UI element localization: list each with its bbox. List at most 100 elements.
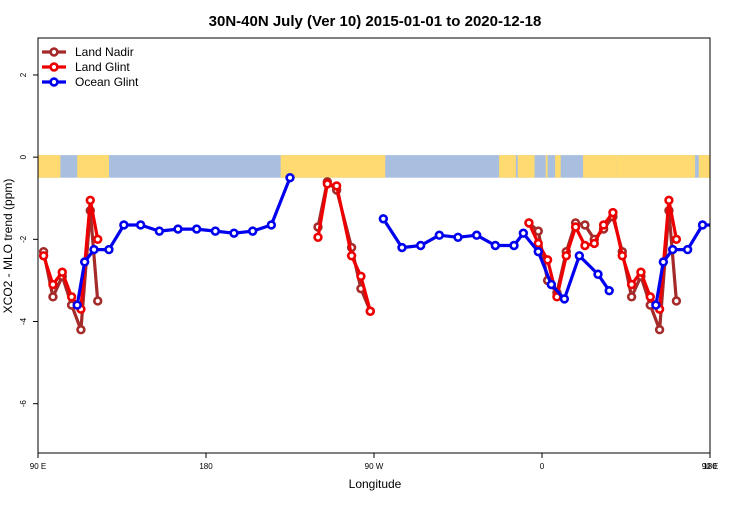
land-glint-line [316, 182, 372, 312]
ocean-glint-point [79, 257, 90, 267]
ocean-glint-point [453, 232, 463, 242]
land-nadir-point [76, 325, 86, 335]
land-glint-point [580, 240, 590, 251]
x-tick-label: 0 [540, 462, 545, 471]
ocean-glint-point [490, 240, 501, 251]
legend-marker [49, 77, 59, 87]
land-glint-line [527, 198, 678, 311]
ocean-glint-point [415, 240, 426, 251]
ocean-glint-point [173, 224, 183, 234]
ocean-glint-point [658, 257, 669, 267]
ocean-glint-point [509, 240, 519, 251]
band-land [38, 155, 61, 178]
ocean-glint-point [667, 244, 678, 255]
plot-frame [37, 37, 711, 454]
ocean-glint-point [574, 251, 585, 261]
band-land [280, 155, 292, 178]
ocean-glint-point [135, 220, 146, 230]
land-glint-point [57, 267, 67, 277]
ocean-glint-point [89, 244, 99, 255]
land-glint-point [570, 222, 581, 232]
ocean-glint-point [546, 279, 557, 290]
land-nadir-line [42, 209, 100, 332]
y-tick-label: -4 [19, 317, 28, 325]
ocean-glint-point [191, 224, 202, 234]
land-nadir-point [654, 325, 665, 335]
land-glint-point [671, 234, 682, 245]
y-tick-label: -6 [19, 400, 28, 408]
x-tick-label: 180 [703, 462, 717, 471]
ocean-glint-point [210, 226, 221, 236]
band-land [499, 155, 516, 178]
land-glint-point [66, 292, 77, 302]
ocean-glint-point [533, 246, 543, 257]
band-land [698, 155, 710, 178]
ocean-glint-point [593, 269, 603, 279]
band-land [583, 155, 617, 178]
y-axis-label: XCO2 - MLO trend (ppm) [1, 179, 15, 314]
land-nadir-point [580, 220, 590, 230]
x-tick-label: 90 E [702, 462, 718, 471]
ocean-glint-point [397, 242, 407, 253]
series-land-glint [38, 179, 682, 316]
land-glint-point [598, 220, 609, 230]
land-glint-point [313, 232, 323, 242]
band-land [517, 155, 535, 178]
land-glint-point [561, 251, 571, 261]
series-layer [38, 173, 742, 335]
land-glint-point [636, 267, 646, 277]
land-glint-point [38, 251, 49, 261]
legend-label: Land Glint [75, 60, 130, 74]
ocean-glint-point [735, 228, 742, 235]
ocean-glint-point [72, 300, 82, 310]
land-nadir-point [671, 296, 682, 306]
x-tick-label: 90 W [365, 462, 384, 471]
legend-label: Land Nadir [75, 45, 134, 59]
land-glint-point [365, 306, 375, 316]
ocean-glint-point [119, 220, 129, 230]
band-land [555, 155, 561, 178]
land-glint-point [645, 292, 655, 302]
land-glint-point [524, 218, 534, 228]
series-ocean-glint [72, 173, 742, 310]
ocean-glint-line [75, 177, 292, 306]
band-land [97, 155, 109, 178]
ocean-glint-point [154, 226, 165, 236]
x-axis-label: Longitude [349, 477, 402, 491]
legend-item-land-glint: Land Glint [42, 60, 130, 74]
ocean-glint-point [247, 226, 258, 236]
land-glint-point [346, 251, 357, 261]
land-glint-point [356, 271, 366, 282]
ocean-glint-point [716, 222, 723, 229]
chart-title: 30N-40N July (Ver 10) 2015-01-01 to 2020… [209, 13, 542, 30]
land-nadir-point [533, 226, 543, 236]
ocean-glint-point [434, 230, 445, 240]
band-land [290, 155, 386, 178]
land-glint-point [608, 207, 618, 218]
land-glint-point [85, 195, 95, 206]
ocean-glint-point [651, 300, 661, 310]
land-nadir-point [93, 296, 103, 306]
legend-label: Ocean Glint [75, 75, 139, 89]
legend-item-land-nadir: Land Nadir [42, 45, 134, 59]
ocean-glint-point [285, 173, 295, 183]
legend-marker [49, 62, 59, 72]
land-ocean-band [38, 155, 710, 178]
ocean-glint-point [697, 220, 708, 230]
y-tick-label: 2 [19, 72, 28, 77]
ocean-glint-point [229, 228, 239, 238]
ocean-glint-point [559, 294, 570, 304]
land-glint-point [322, 179, 333, 189]
ocean-glint-point [604, 285, 614, 296]
legend-marker [49, 47, 59, 57]
land-glint-point [533, 238, 543, 249]
land-glint-point [48, 279, 58, 290]
ocean-glint-point [104, 244, 114, 255]
land-glint-point [542, 255, 553, 265]
ocean-glint-point [518, 228, 529, 238]
land-glint-point [617, 251, 627, 261]
